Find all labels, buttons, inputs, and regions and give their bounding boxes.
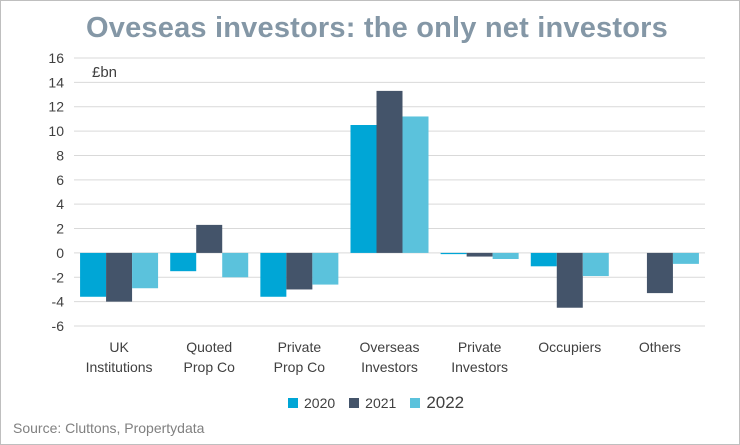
- bar-2021-6: [646, 252, 673, 294]
- bar-2020-0: [80, 252, 107, 297]
- bar-2021-5: [556, 252, 583, 308]
- x-category-label: UK: [109, 339, 129, 355]
- bar-2022-4: [492, 252, 519, 259]
- bar-2021-1: [196, 224, 223, 253]
- legend-item-2022: 2022: [410, 393, 464, 413]
- y-tick-label: 16: [48, 50, 64, 66]
- bar-2020-3: [350, 125, 377, 253]
- x-category-label: Overseas: [360, 339, 420, 355]
- x-category-label: Occupiers: [538, 339, 601, 355]
- bar-2020-1: [170, 252, 197, 272]
- bar-2022-5: [582, 252, 609, 277]
- legend-label-2020: 2020: [304, 395, 336, 411]
- bar-2022-2: [312, 252, 339, 285]
- source-note: Source: Cluttons, Propertydata: [13, 420, 205, 436]
- y-tick-label: 12: [48, 99, 64, 115]
- y-tick-label: -2: [52, 269, 65, 285]
- x-category-label: Investors: [361, 359, 418, 375]
- legend-swatch-2022: [410, 398, 421, 408]
- y-tick-label: 8: [56, 147, 64, 163]
- bar-2021-4: [466, 252, 493, 257]
- chart-title: Oveseas investors: the only net investor…: [86, 12, 668, 44]
- legend-item-2021: 2021: [349, 395, 396, 411]
- x-category-label: Investors: [451, 359, 508, 375]
- legend-swatch-2021: [349, 398, 360, 408]
- x-category-label: Institutions: [86, 359, 153, 375]
- legend-swatch-2020: [288, 398, 298, 408]
- bar-2021-3: [376, 90, 403, 253]
- bar-2020-2: [260, 252, 287, 297]
- y-tick-label: 0: [56, 245, 64, 261]
- legend-label-2022: 2022: [426, 393, 465, 412]
- x-category-label: Quoted: [186, 339, 232, 355]
- x-category-label: Others: [639, 339, 681, 355]
- legend: 2020 2021 2022: [288, 393, 478, 413]
- y-tick-label: -6: [52, 318, 65, 334]
- bar-2022-0: [132, 252, 159, 289]
- y-tick-label: 6: [56, 172, 64, 188]
- x-category-label: Private: [458, 339, 502, 355]
- x-category-label: Private: [278, 339, 322, 355]
- y-tick-label: 14: [48, 74, 64, 90]
- legend-label-2021: 2021: [365, 395, 397, 411]
- legend-item-2020: 2020: [288, 395, 335, 411]
- y-tick-label: 10: [48, 123, 64, 139]
- x-category-label: Prop Co: [274, 359, 326, 375]
- bar-2021-2: [286, 252, 313, 290]
- bar-2022-1: [222, 252, 249, 278]
- bar-2022-6: [672, 252, 699, 264]
- bar-2021-0: [106, 252, 133, 302]
- y-unit-label: £bn: [92, 64, 117, 81]
- y-tick-label: 2: [56, 221, 64, 237]
- y-tick-label: 4: [56, 196, 64, 212]
- bar-2022-3: [402, 116, 429, 253]
- bar-2020-4: [440, 252, 467, 255]
- bar-2020-5: [530, 252, 557, 267]
- x-category-label: Prop Co: [184, 359, 236, 375]
- y-tick-label: -4: [52, 294, 65, 310]
